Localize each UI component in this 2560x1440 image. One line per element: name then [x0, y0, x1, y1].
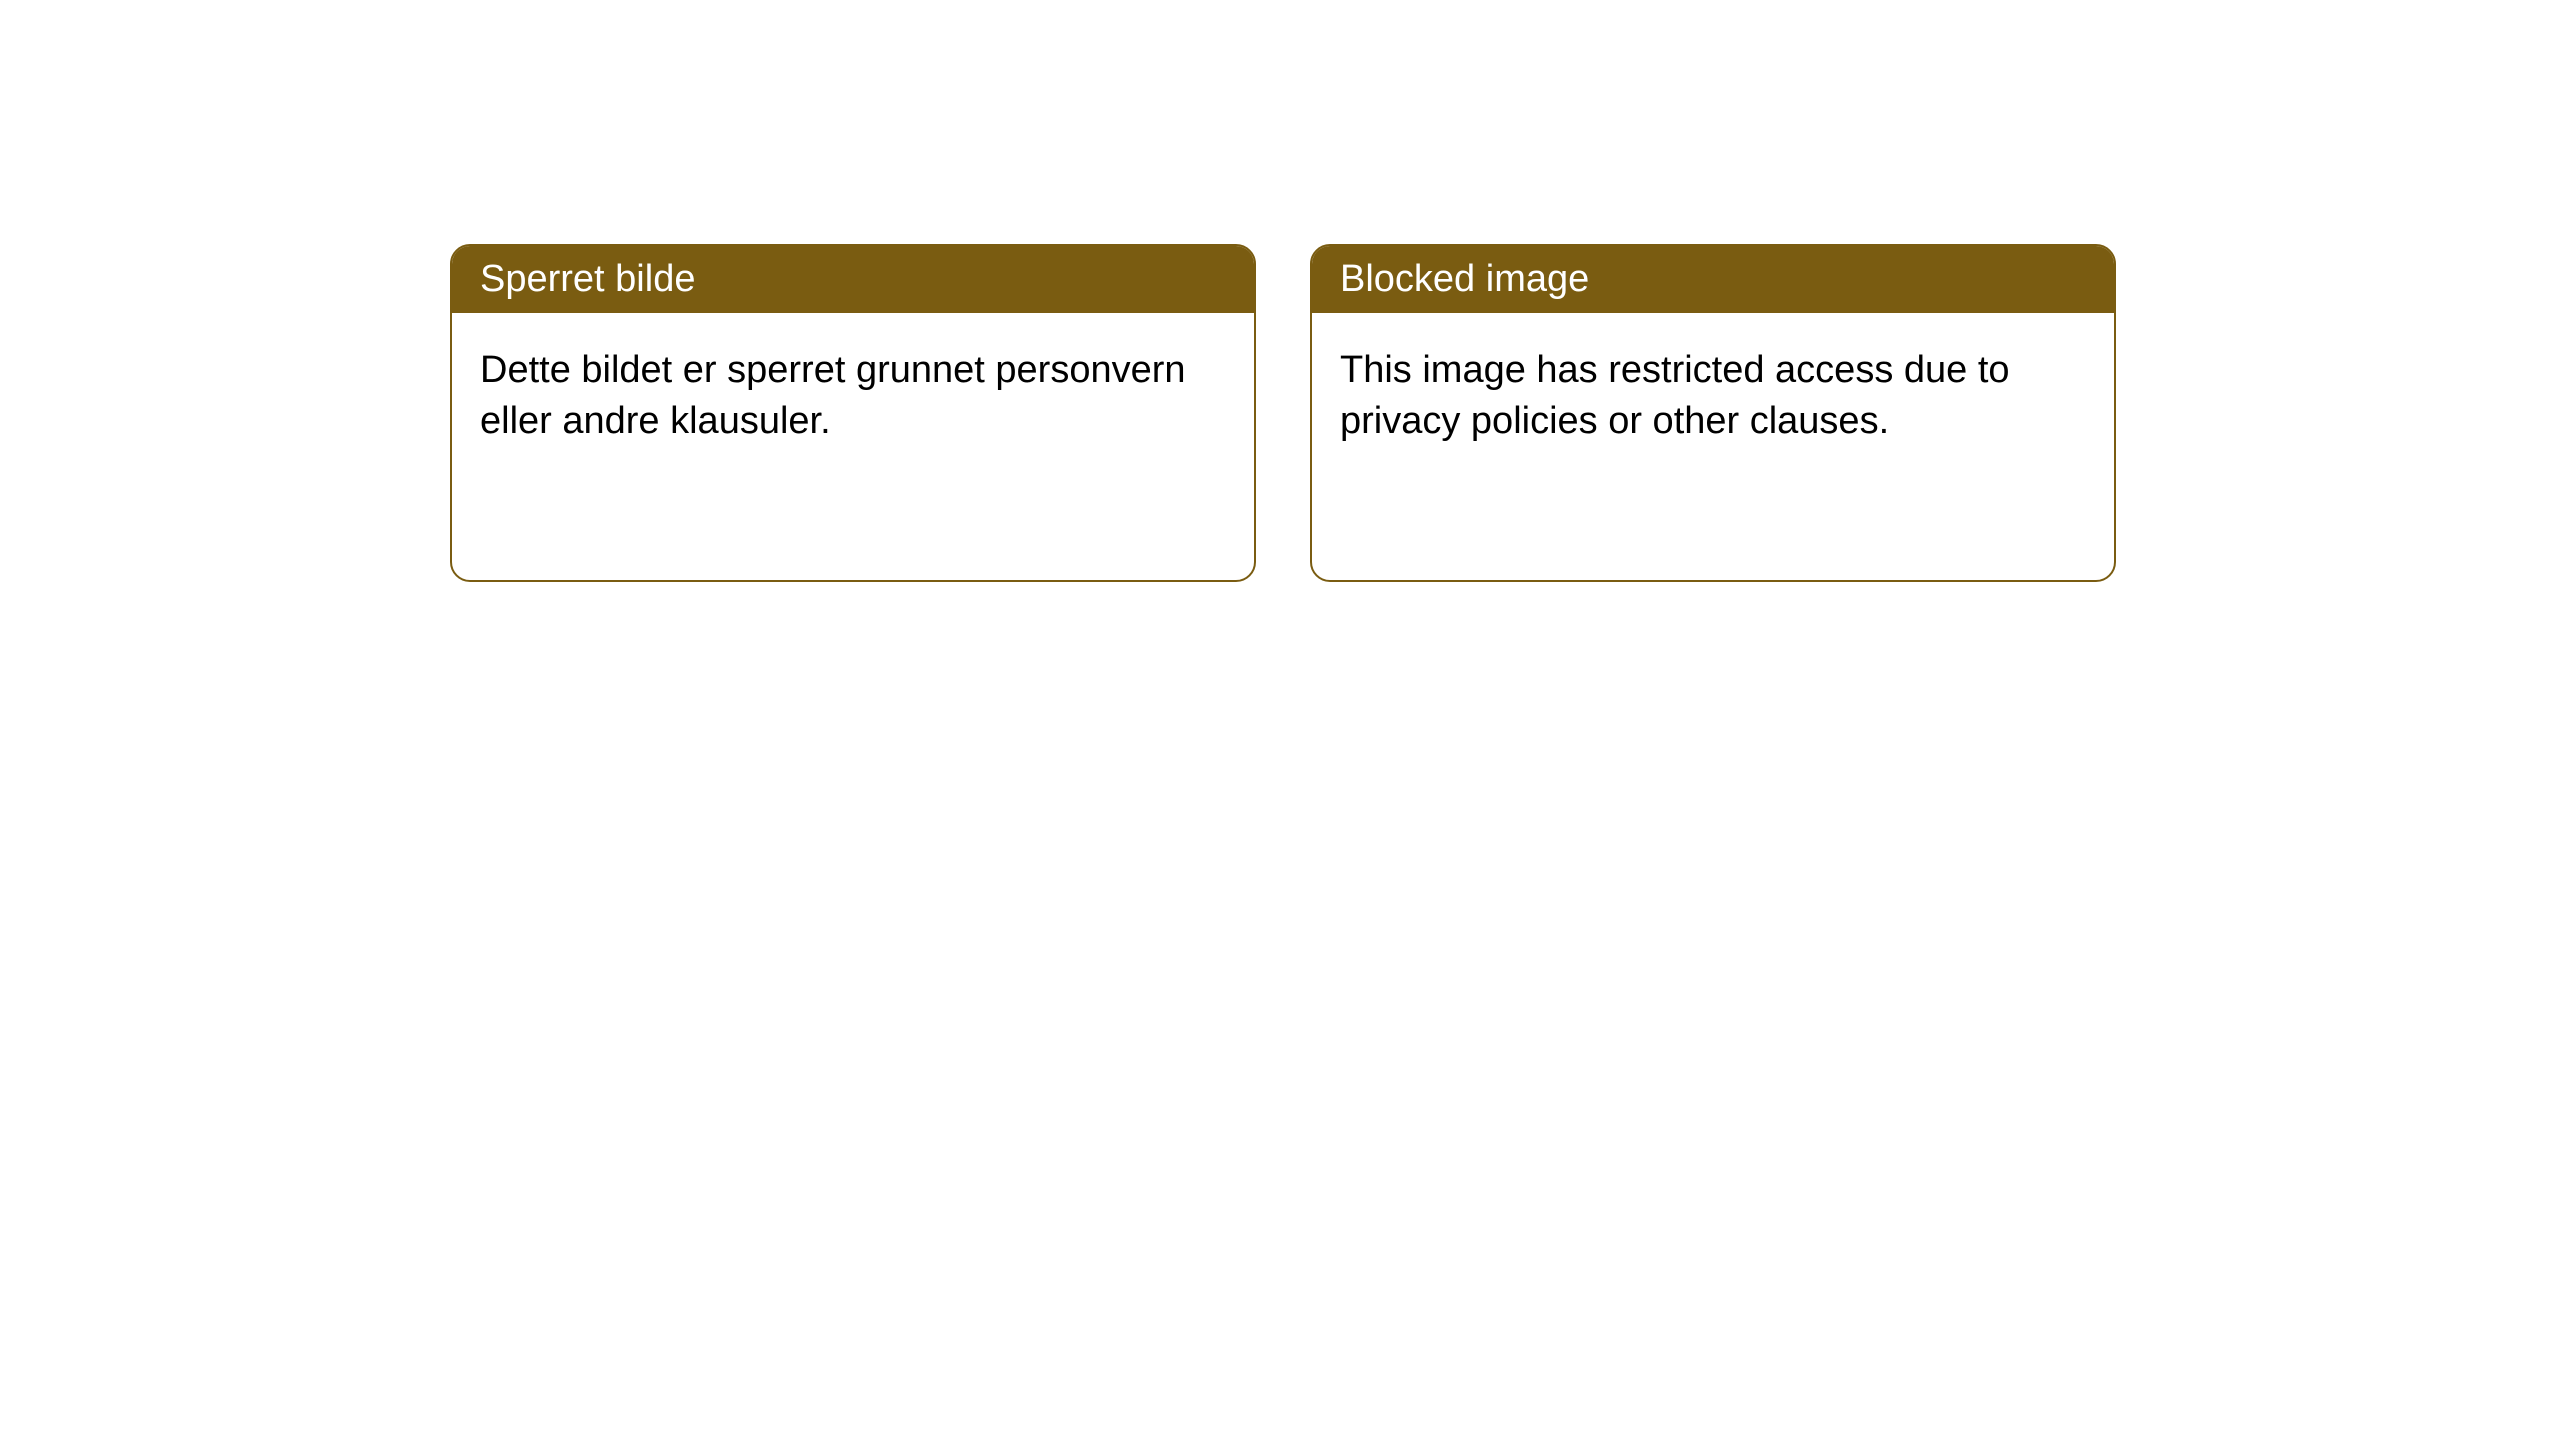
card-header: Sperret bilde [452, 246, 1254, 313]
card-body: Dette bildet er sperret grunnet personve… [452, 313, 1254, 480]
card-body: This image has restricted access due to … [1312, 313, 2114, 480]
notice-card-english: Blocked image This image has restricted … [1310, 244, 2116, 582]
card-header: Blocked image [1312, 246, 2114, 313]
notice-card-norwegian: Sperret bilde Dette bildet er sperret gr… [450, 244, 1256, 582]
notice-container: Sperret bilde Dette bildet er sperret gr… [0, 0, 2560, 582]
